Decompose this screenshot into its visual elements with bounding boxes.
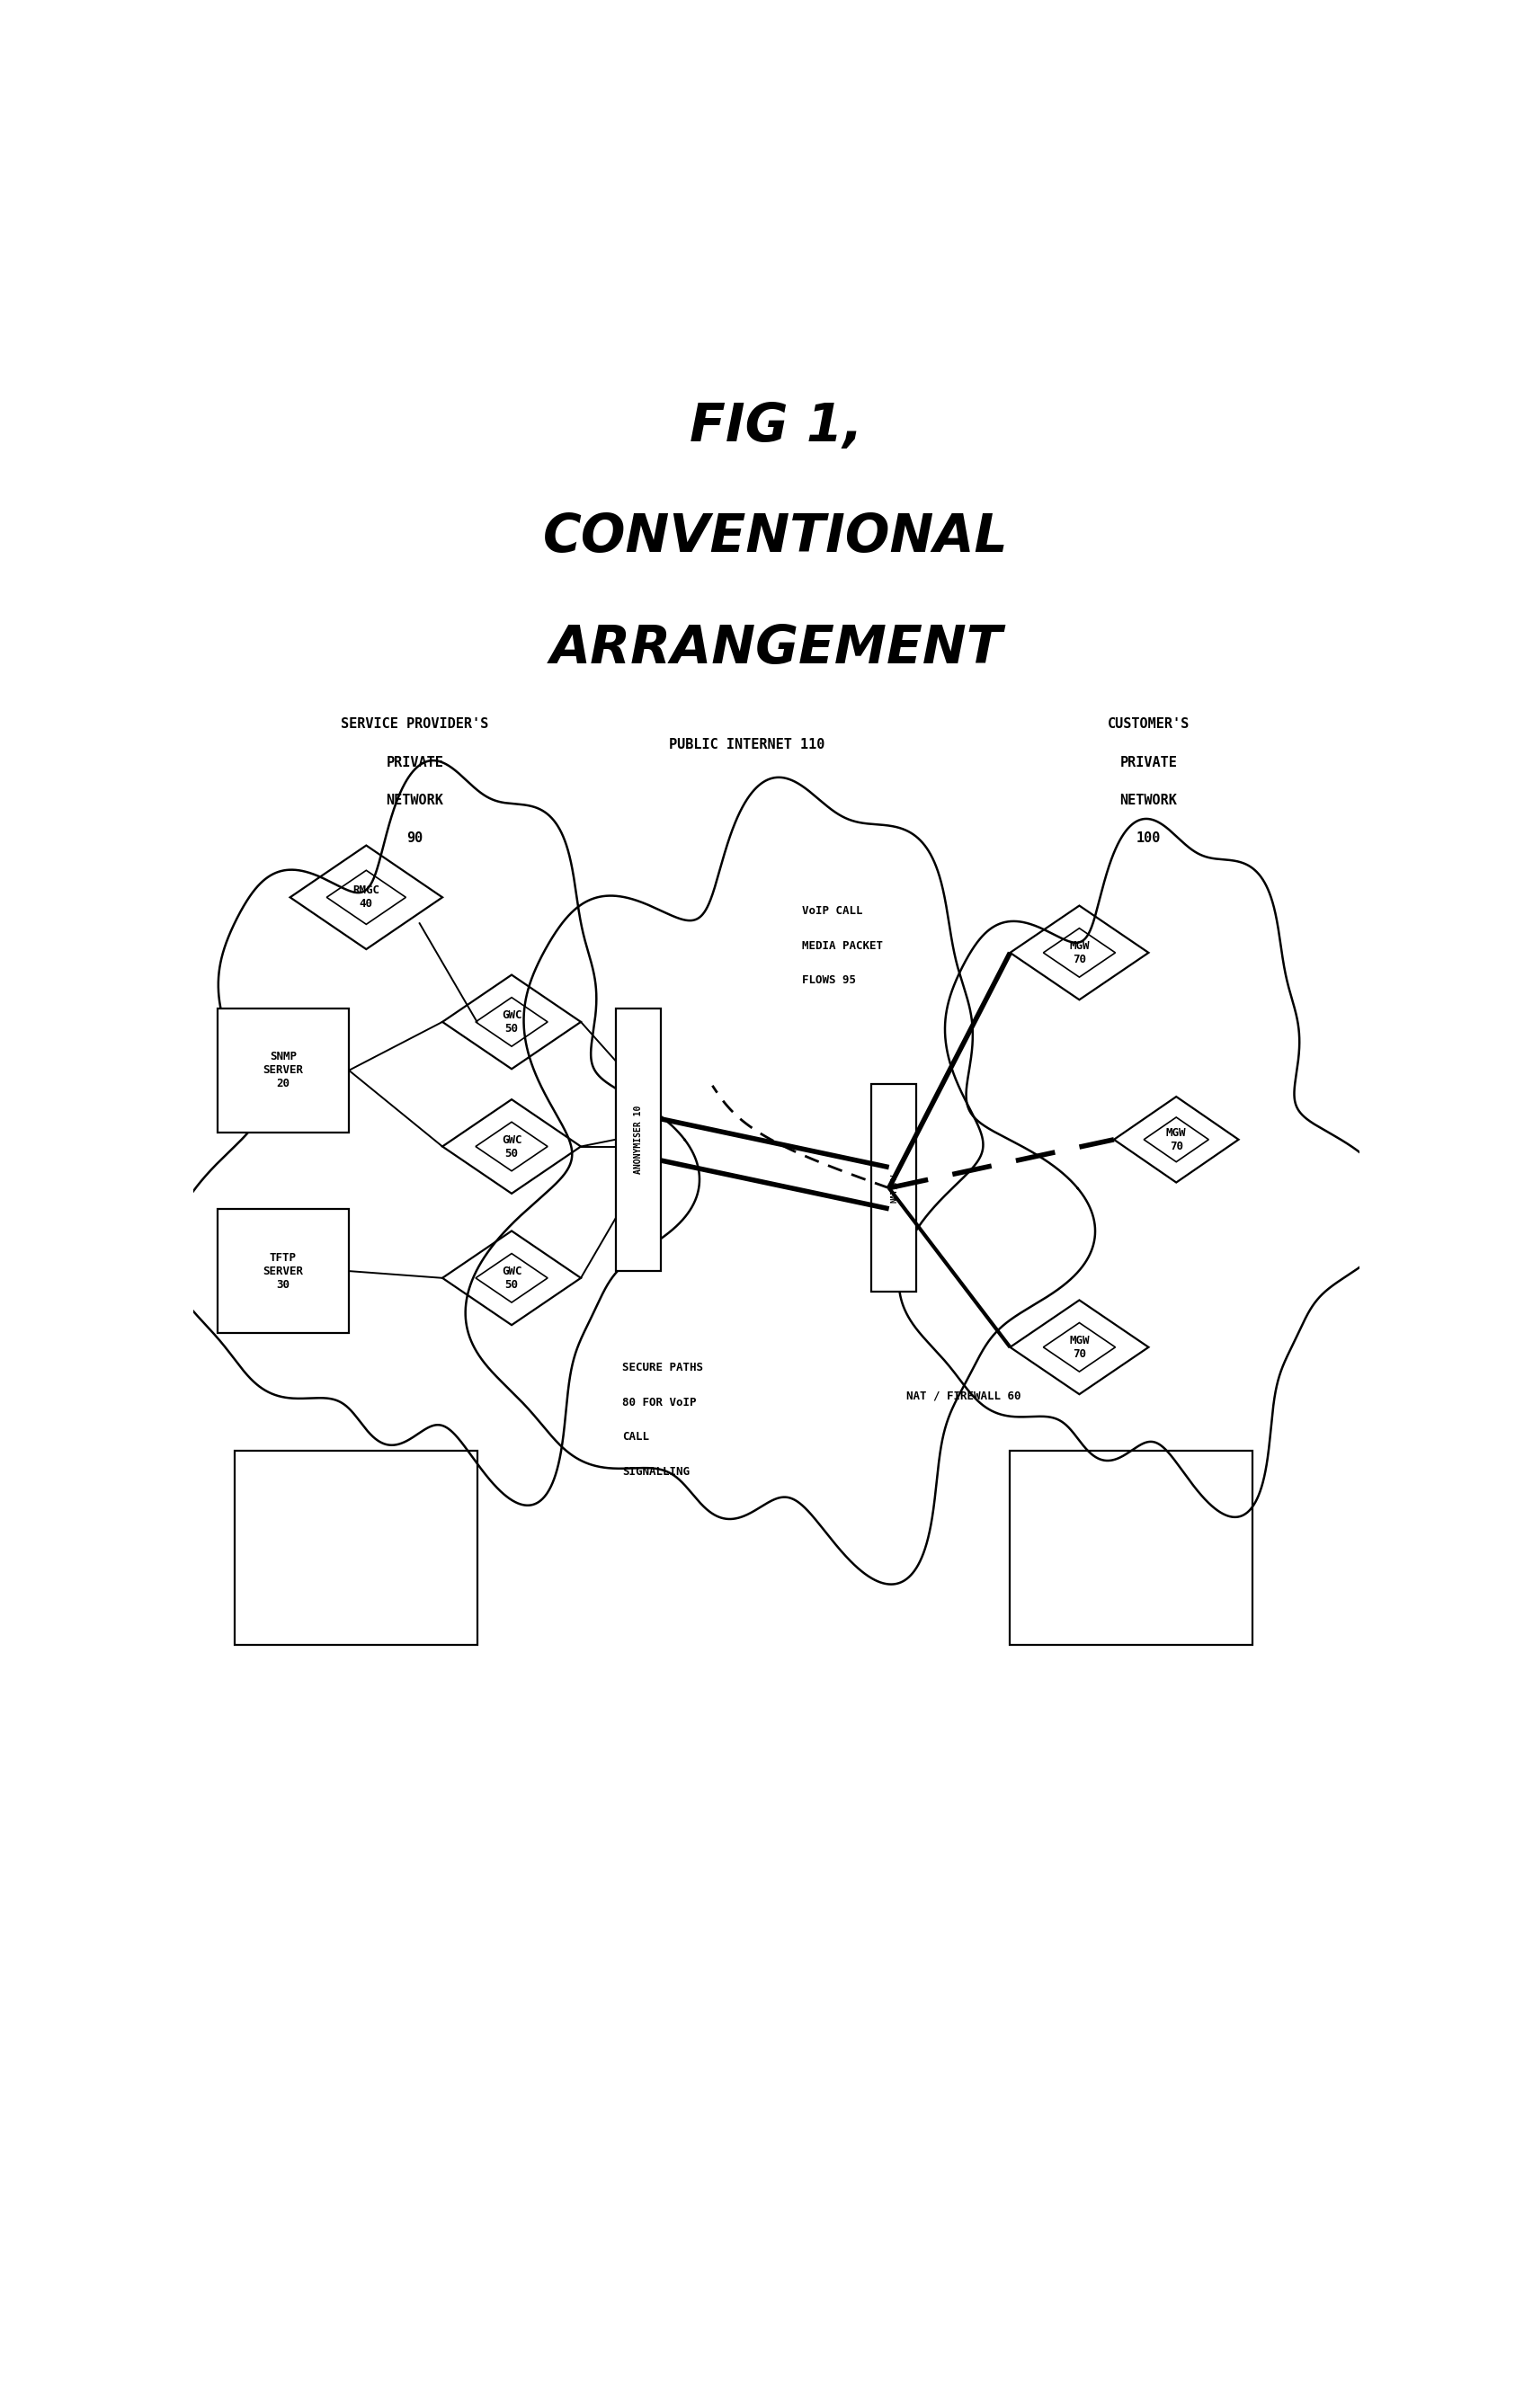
Text: SNMP
SERVER
20: SNMP SERVER 20 (264, 1050, 303, 1091)
Text: GWC
50: GWC 50 (501, 1264, 521, 1291)
Text: PUBLIC INTERNET 110: PUBLIC INTERNET 110 (670, 739, 826, 751)
Text: 80 FOR VoIP: 80 FOR VoIP (623, 1397, 697, 1409)
Bar (217, 1009, 348, 1132)
Text: PRIVATE: PRIVATE (386, 756, 444, 768)
Text: ANONYMISER 10: ANONYMISER 10 (633, 1105, 642, 1173)
Text: CONVENTIONAL: CONVENTIONAL (544, 513, 1009, 563)
Text: SIGNALLING: SIGNALLING (623, 1466, 689, 1479)
Text: CUSTOMER'S: CUSTOMER'S (1107, 718, 1189, 732)
Text: FLOWS 95: FLOWS 95 (803, 975, 856, 987)
Text: NAT / FIREWALL 60: NAT / FIREWALL 60 (906, 1389, 1021, 1401)
Bar (615, 1009, 661, 1271)
Text: MGW
70: MGW 70 (1070, 1334, 1089, 1361)
Text: SERVICE PROVIDER'S: SERVICE PROVIDER'S (341, 718, 488, 732)
Text: NETWORK: NETWORK (386, 795, 444, 807)
Bar (235, 1452, 477, 1645)
Text: MGW
70: MGW 70 (1070, 939, 1089, 966)
Text: SECURE PATHS: SECURE PATHS (623, 1363, 703, 1375)
Text: MGW
70: MGW 70 (1167, 1127, 1186, 1151)
Text: PRIVATE: PRIVATE (1120, 756, 1177, 768)
Text: NETWORK: NETWORK (1120, 795, 1177, 807)
Bar (1011, 1452, 1253, 1645)
Text: 90: 90 (406, 831, 423, 845)
Text: ARRANGEMENT: ARRANGEMENT (550, 624, 1003, 674)
Text: FIG 1,: FIG 1, (689, 402, 862, 453)
Text: TFTP
SERVER
30: TFTP SERVER 30 (264, 1252, 303, 1291)
Text: VoIP CALL: VoIP CALL (803, 905, 864, 917)
Text: RMGC
40: RMGC 40 (353, 884, 380, 910)
Bar (217, 1209, 348, 1334)
Text: MEDIA PACKET: MEDIA PACKET (803, 939, 883, 951)
Text: CALL: CALL (623, 1430, 650, 1442)
Text: NAT/FW: NAT/FW (891, 1173, 898, 1202)
Bar (871, 1084, 917, 1291)
Text: GWC
50: GWC 50 (501, 1134, 521, 1158)
Text: 100: 100 (1136, 831, 1160, 845)
Text: GWC
50: GWC 50 (501, 1009, 521, 1035)
